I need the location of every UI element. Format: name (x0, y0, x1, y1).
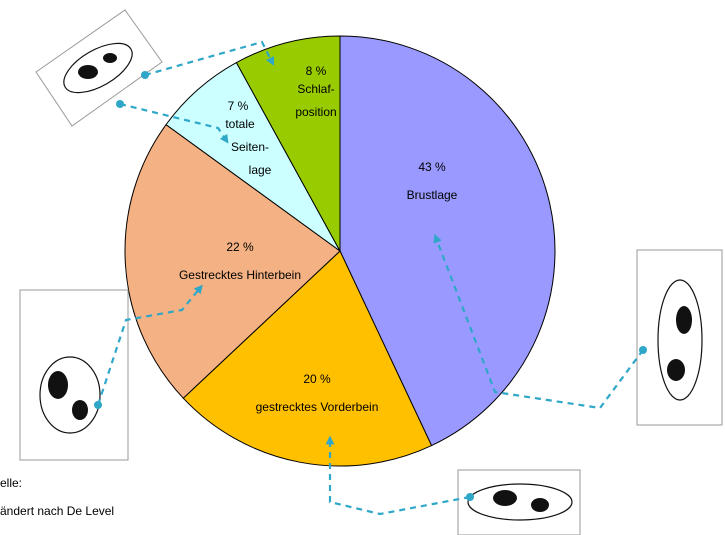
value-label: 22 % (226, 240, 254, 254)
value-label: 7 % (228, 99, 249, 113)
value-label: 43 % (418, 160, 446, 174)
category-label: gestrecktes Vorderbein (256, 400, 379, 414)
category-label: Schlaf- (297, 82, 334, 96)
category-label: totale (225, 117, 255, 131)
pie (124, 35, 556, 467)
value-label: 8 % (306, 64, 327, 78)
picture (19, 9, 723, 535)
value-label: 20 % (303, 372, 331, 386)
pie-slice (235, 35, 341, 252)
category-label: Seiten- (231, 140, 269, 154)
category-label: Gestrecktes Hinterbein (179, 268, 301, 282)
category-label: position (295, 105, 336, 119)
pie-slice (124, 123, 341, 399)
pie-slice (339, 35, 556, 447)
category-label: lage (249, 163, 272, 177)
pie-slice (182, 250, 433, 467)
source-line: elle: (0, 476, 22, 490)
arrows (94, 40, 647, 516)
category-label: Brustlage (407, 188, 458, 202)
source-line: ändert nach De Level (0, 504, 114, 518)
